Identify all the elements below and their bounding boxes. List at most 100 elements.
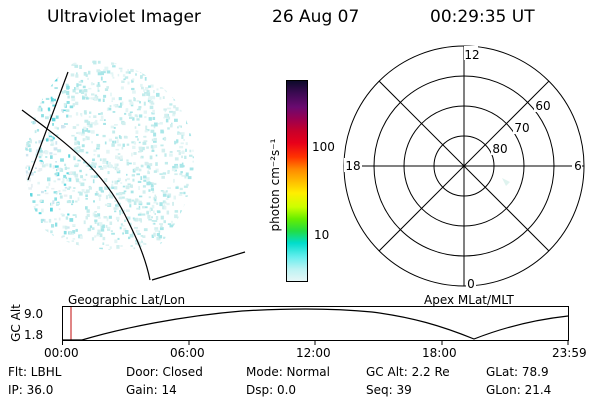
emission-pixel xyxy=(184,74,187,78)
emission-pixel xyxy=(140,235,143,237)
emission-pixel xyxy=(21,164,24,166)
emission-pixel xyxy=(162,205,165,210)
emission-pixel xyxy=(184,239,186,243)
emission-pixel xyxy=(27,254,29,258)
emission-pixel xyxy=(138,218,142,222)
emission-pixel xyxy=(167,84,171,87)
emission-pixel xyxy=(128,162,132,165)
emission-pixel xyxy=(30,183,33,188)
emission-pixel xyxy=(91,82,93,86)
emission-pixel xyxy=(155,246,159,249)
emission-pixel xyxy=(141,241,143,243)
emission-pixel xyxy=(196,211,199,214)
emission-pixel xyxy=(176,139,179,143)
emission-pixel xyxy=(68,253,72,256)
emission-pixel xyxy=(53,180,57,183)
emission-pixel xyxy=(154,77,157,80)
emission-pixel xyxy=(172,111,176,115)
emission-pixel xyxy=(84,93,87,96)
emission-pixel xyxy=(148,85,151,88)
emission-pixel xyxy=(146,164,151,169)
emission-pixel xyxy=(45,84,49,88)
emission-pixel xyxy=(97,56,99,59)
emission-pixel xyxy=(69,115,72,118)
emission-pixel xyxy=(37,222,41,227)
emission-pixel xyxy=(153,137,157,141)
emission-pixel xyxy=(156,92,160,97)
emission-pixel xyxy=(155,68,159,72)
emission-pixel xyxy=(64,123,68,125)
emission-pixel xyxy=(117,143,122,147)
emission-pixel xyxy=(50,155,53,159)
emission-pixel xyxy=(146,146,149,149)
emission-pixel xyxy=(210,161,214,164)
emission-pixel xyxy=(37,194,41,196)
emission-pixel xyxy=(56,134,59,136)
emission-patch xyxy=(502,178,510,186)
emission-pixel xyxy=(38,62,41,64)
emission-pixel xyxy=(86,121,91,125)
emission-pixel xyxy=(184,254,188,257)
emission-pixel xyxy=(205,86,208,89)
emission-pixel xyxy=(202,97,206,101)
emission-pixel xyxy=(114,163,118,167)
emission-pixel xyxy=(104,119,106,121)
emission-pixel xyxy=(204,204,208,207)
emission-pixel xyxy=(59,193,62,195)
emission-pixel xyxy=(117,156,121,160)
emission-pixel xyxy=(72,190,75,192)
emission-pixel xyxy=(143,68,148,73)
emission-pixel xyxy=(180,171,183,174)
emission-pixel xyxy=(134,226,138,229)
emission-pixel xyxy=(183,204,188,208)
emission-pixel xyxy=(74,164,78,168)
emission-pixel xyxy=(96,232,100,235)
emission-pixel xyxy=(75,149,78,153)
emission-pixel xyxy=(124,76,129,79)
mlt-label-0: 0 xyxy=(467,277,475,291)
emission-pixel xyxy=(203,103,205,105)
x-tick-2359: 23:59 xyxy=(552,346,587,360)
emission-pixel xyxy=(206,233,210,236)
emission-pixel xyxy=(65,83,69,86)
emission-pixel xyxy=(46,68,49,71)
emission-pixel xyxy=(122,249,127,250)
emission-pixel xyxy=(153,210,155,214)
emission-pixel xyxy=(121,210,124,214)
emission-pixel xyxy=(71,98,76,102)
emission-pixel xyxy=(192,103,194,106)
emission-pixel xyxy=(153,222,156,225)
emission-pixel xyxy=(199,249,201,253)
emission-pixel xyxy=(99,158,102,162)
altitude-plot xyxy=(62,306,569,345)
emission-pixel xyxy=(103,94,107,98)
emission-pixel xyxy=(209,99,212,102)
emission-pixel xyxy=(70,73,75,77)
emission-pixel xyxy=(62,178,65,181)
emission-pixel xyxy=(113,207,117,210)
emission-pixel xyxy=(122,232,124,235)
emission-pixel xyxy=(107,171,110,175)
emission-pixel xyxy=(190,106,193,110)
emission-pixel xyxy=(170,124,173,128)
emission-pixel xyxy=(72,126,77,129)
emission-pixel xyxy=(88,70,91,75)
emission-pixel xyxy=(149,67,153,70)
emission-pixel xyxy=(56,172,60,177)
emission-pixel xyxy=(177,131,180,134)
emission-pixel xyxy=(154,197,157,202)
emission-pixel xyxy=(25,174,28,177)
emission-pixel xyxy=(66,167,70,170)
emission-pixel xyxy=(144,91,148,94)
emission-pixel xyxy=(81,144,85,148)
emission-pixel xyxy=(138,186,140,190)
emission-pixel xyxy=(81,131,85,134)
emission-pixel xyxy=(141,213,146,216)
emission-pixel xyxy=(149,105,154,110)
emission-pixel xyxy=(64,225,68,230)
emission-pixel xyxy=(187,95,191,98)
emission-pixel xyxy=(171,230,173,234)
emission-pixel xyxy=(143,179,147,182)
emission-pixel xyxy=(132,117,135,121)
emission-pixel xyxy=(64,163,67,166)
